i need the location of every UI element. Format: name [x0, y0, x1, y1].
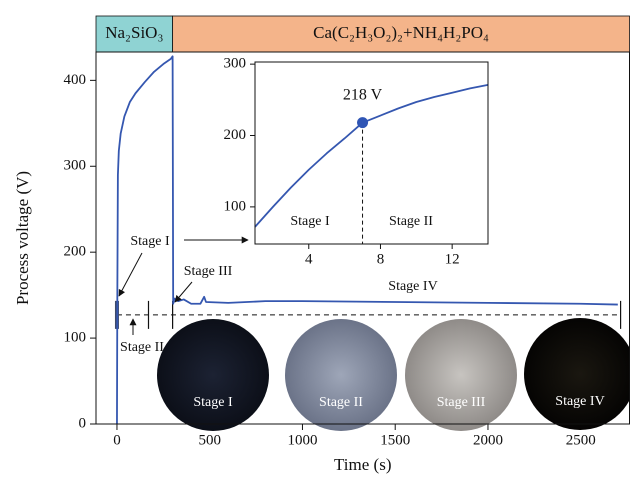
x-tick-label: 2500 [566, 432, 596, 448]
y-tick-label: 200 [64, 244, 87, 260]
sample-photo [285, 319, 397, 431]
x-tick-label: 1000 [287, 432, 317, 448]
phase-label: Na₂SiO₃ [105, 23, 163, 42]
photo-label: Stage I [193, 395, 233, 410]
x-tick-label: 2000 [473, 432, 503, 448]
inset-annotation: Stage II [389, 214, 433, 229]
x-tick-label: 1500 [380, 432, 410, 448]
y-tick-label: 300 [224, 56, 247, 72]
sample-photo [157, 319, 269, 431]
y-tick-label: 100 [224, 198, 247, 214]
stage-annotation: Stage IV [388, 279, 437, 294]
inset-annotation: Stage I [290, 214, 330, 229]
x-tick-label: 4 [305, 251, 313, 267]
photo-label: Stage II [319, 395, 363, 410]
stage-annotation: Stage II [120, 340, 164, 355]
phase-band [95, 15, 174, 53]
inset-frame [254, 61, 489, 245]
x-tick-label: 0 [113, 432, 121, 448]
x-tick-label: 12 [445, 251, 460, 267]
highlight-label: 218 V [343, 86, 383, 103]
inset-plot: 4 8 12 100 200 300 218 V Stage I Stage II [224, 56, 489, 267]
stage-annotation: Stage III [184, 264, 233, 279]
data-line [116, 55, 618, 425]
sample-photo [405, 319, 517, 431]
annotation-arrow [118, 252, 143, 297]
sample-photo [524, 318, 630, 430]
phase-label: Ca(C₂H₃O₂)₂+NH₄H₂PO₄ [313, 23, 489, 42]
annotation-arrow [174, 281, 193, 303]
photo-label: Stage IV [555, 394, 604, 409]
x-tick-label: 8 [377, 251, 385, 267]
x-axis-label: Time (s) [334, 455, 391, 474]
highlight-point [357, 117, 369, 129]
x-tick-label: 500 [198, 432, 221, 448]
data-line [254, 83, 489, 228]
photo-label: Stage III [437, 395, 486, 410]
stage-annotation: Stage I [130, 234, 170, 249]
y-tick-label: 0 [79, 415, 87, 431]
y-tick-label: 100 [64, 330, 87, 346]
y-tick-label: 300 [64, 158, 87, 174]
inset-background [255, 62, 488, 244]
y-axis-label: Process voltage (V) [13, 171, 32, 305]
y-tick-label: 200 [224, 127, 247, 143]
y-tick-label: 400 [64, 72, 87, 88]
